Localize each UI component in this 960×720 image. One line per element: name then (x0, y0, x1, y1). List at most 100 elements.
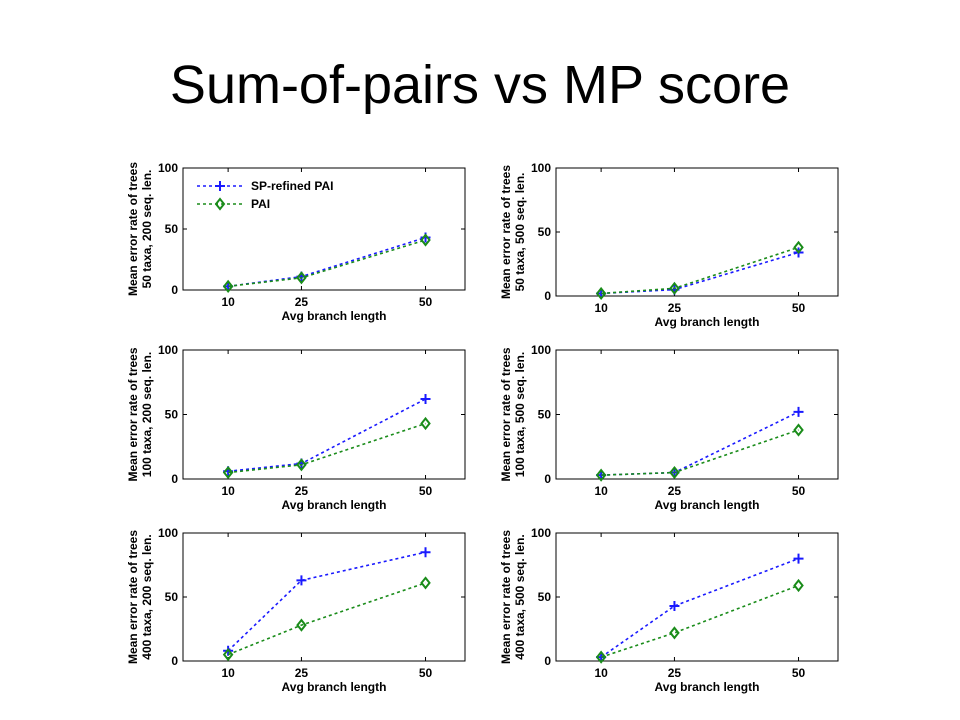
y-tick-label: 0 (171, 654, 178, 668)
x-tick-label: 50 (419, 295, 433, 309)
y-tick-label: 100 (531, 343, 551, 357)
x-tick-label: 25 (668, 301, 682, 315)
data-point (420, 394, 431, 405)
y-axis-label-line: Mean error rate of trees (499, 347, 513, 481)
y-tick-label: 50 (538, 590, 552, 604)
y-tick-label: 0 (171, 283, 178, 297)
data-point (669, 626, 680, 640)
y-tick-label: 50 (165, 408, 179, 422)
x-tick-label: 25 (295, 295, 309, 309)
y-axis-label: Mean error rate of trees400 taxa, 500 se… (499, 530, 527, 664)
y-tick-label: 0 (544, 472, 551, 486)
y-tick-label: 50 (538, 225, 552, 239)
x-axis-label: Avg branch length (282, 680, 387, 694)
y-axis-label-line: 50 taxa, 200 seq. len. (140, 170, 154, 289)
y-axis-label-line: 400 taxa, 500 seq. len. (513, 534, 527, 659)
legend-label: PAI (251, 197, 270, 211)
y-axis-label-line: 50 taxa, 500 seq. len. (513, 173, 527, 292)
series-line (601, 246, 799, 295)
x-tick-label: 25 (668, 484, 682, 498)
data-point (793, 240, 804, 254)
x-tick-label: 50 (792, 484, 806, 498)
series-line (228, 239, 426, 288)
x-axis-label: Avg branch length (282, 498, 387, 512)
y-axis-label: Mean error rate of trees100 taxa, 500 se… (499, 347, 527, 481)
y-axis-label: Mean error rate of trees50 taxa, 500 seq… (499, 165, 527, 299)
y-tick-label: 100 (531, 526, 551, 540)
y-axis-label-line: Mean error rate of trees (126, 162, 140, 296)
y-tick-label: 100 (158, 526, 178, 540)
data-point (296, 458, 307, 472)
plot-frame (182, 349, 466, 480)
y-tick-label: 0 (544, 654, 551, 668)
plot-frame (555, 532, 839, 662)
data-point (420, 576, 431, 590)
chart-panel: 0 50 100 10 25 50 Avg branch length Mean error … (499, 526, 839, 694)
data-point (595, 286, 607, 301)
plot-frame (182, 532, 466, 662)
x-tick-label: 50 (419, 666, 433, 680)
series-line (227, 582, 426, 656)
y-axis-label-line: Mean error rate of trees (126, 530, 140, 664)
x-tick-label: 50 (419, 484, 433, 498)
x-tick-label: 10 (221, 295, 235, 309)
series-line (600, 584, 799, 658)
y-tick-label: 50 (538, 408, 552, 422)
y-axis-label-line: Mean error rate of trees (126, 347, 140, 481)
chart-panel: 0 50 100 10 25 50 Avg branch length Mean error … (499, 343, 839, 512)
chart-panel: 0 50 100 10 25 50 Avg branch length Mean error … (499, 161, 839, 329)
data-point (222, 465, 234, 480)
series-line (601, 429, 799, 476)
y-axis-label: Mean error rate of trees50 taxa, 200 seq… (126, 162, 154, 296)
x-tick-label: 50 (792, 301, 806, 315)
data-point (222, 279, 234, 293)
data-point (296, 575, 307, 586)
data-point (793, 553, 804, 564)
chart-panel: 0 50 100 10 25 50 Avg branch length Mean error … (126, 343, 466, 512)
data-point (595, 468, 607, 482)
x-axis-label: Avg branch length (655, 498, 760, 512)
x-axis-label: Avg branch length (282, 309, 387, 323)
y-tick-label: 50 (165, 590, 179, 604)
data-point (793, 406, 804, 417)
series-line (228, 422, 426, 474)
data-point (296, 618, 307, 632)
legend-marker (214, 197, 226, 211)
x-tick-label: 10 (221, 666, 235, 680)
plot-frame (555, 349, 839, 480)
x-tick-label: 25 (668, 666, 682, 680)
x-tick-label: 25 (295, 484, 309, 498)
y-axis-label: Mean error rate of trees100 taxa, 200 se… (126, 347, 154, 481)
x-tick-label: 10 (594, 484, 608, 498)
chart-panel: 0 50 100 10 25 50 Avg branch length Mean error … (126, 161, 466, 323)
data-point (420, 416, 431, 431)
y-axis-label-line: Mean error rate of trees (499, 165, 513, 299)
x-tick-label: 25 (295, 666, 309, 680)
data-point (793, 578, 804, 593)
data-point (222, 647, 234, 662)
y-tick-label: 0 (171, 472, 178, 486)
legend: SP-refined PAI PAI (197, 179, 333, 211)
x-axis-label: Avg branch length (655, 315, 760, 329)
y-tick-label: 100 (158, 161, 178, 175)
y-tick-label: 100 (531, 161, 551, 175)
series-line (227, 551, 426, 652)
y-tick-label: 50 (165, 222, 179, 236)
data-point (669, 281, 680, 295)
data-point (420, 233, 431, 247)
y-tick-label: 100 (158, 343, 178, 357)
y-axis-label-line: 400 taxa, 200 seq. len. (140, 534, 154, 659)
data-point (669, 465, 680, 480)
legend-label: SP-refined PAI (251, 179, 333, 193)
data-point (420, 547, 431, 558)
y-axis-label-line: 100 taxa, 500 seq. len. (513, 352, 527, 477)
y-tick-label: 0 (544, 289, 551, 303)
slide-title: Sum-of-pairs vs MP score (169, 55, 791, 115)
x-axis-label: Avg branch length (655, 680, 760, 694)
plot-frame (555, 167, 839, 297)
y-axis-label-line: Mean error rate of trees (499, 530, 513, 664)
y-axis-label: Mean error rate of trees400 taxa, 200 se… (126, 530, 154, 664)
data-point (595, 650, 607, 664)
x-tick-label: 50 (792, 666, 806, 680)
